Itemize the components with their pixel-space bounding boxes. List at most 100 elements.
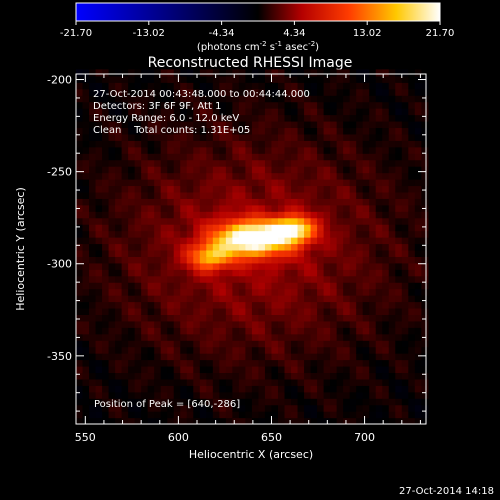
heatmap-cell [134,295,142,303]
heatmap-cell [264,108,273,116]
heatmap-cell [271,359,279,367]
heatmap-cell [297,256,305,264]
heatmap-cell [264,95,273,103]
heatmap-cell [271,237,279,245]
heatmap-cell [284,69,292,77]
heatmap-cell [232,217,240,225]
heatmap-cell [421,301,429,309]
heatmap-cell [225,224,233,232]
heatmap-cell [89,262,97,270]
heatmap-cell [206,95,214,103]
heatmap-cell [154,114,162,122]
heatmap-cell [167,340,175,348]
heatmap-cell [147,365,155,374]
heatmap-cell [102,204,110,212]
heatmap-cell [115,159,123,167]
heatmap-cell [375,301,383,309]
heatmap-cell [317,327,325,335]
heatmap-cell [408,127,416,135]
heatmap-cell [206,282,214,290]
heatmap-cell [115,262,123,270]
heatmap-cell [102,75,110,83]
heatmap-cell [141,166,149,174]
heatmap-cell [225,191,233,199]
heatmap-cell [128,340,136,348]
heatmap-cell [362,385,370,393]
heatmap-cell [349,120,357,129]
heatmap-cell [193,243,201,251]
heatmap-cell [212,340,220,348]
heatmap-cell [141,211,149,219]
heatmap-cell [219,327,227,335]
heatmap-cell [369,262,377,270]
heatmap-cell [264,179,273,187]
heatmap-cell [108,385,116,393]
heatmap-cell [238,198,247,206]
heatmap-cell [264,172,273,180]
heatmap-cell [102,179,110,187]
heatmap-cell [121,153,129,161]
heatmap-cell [160,230,168,238]
heatmap-cell [121,82,129,90]
heatmap-cell [369,237,377,245]
heatmap-cell [167,166,175,174]
heatmap-cell [186,411,194,419]
heatmap-cell [76,153,84,161]
heatmap-cell [330,282,338,290]
heatmap-cell [167,327,175,335]
heatmap-cell [147,282,155,290]
heatmap-cell [343,333,351,341]
heatmap-cell [251,82,260,90]
heatmap-cell [199,211,207,219]
heatmap-cell [264,237,273,245]
heatmap-cell [401,185,409,193]
heatmap-cell [388,172,396,180]
heatmap-cell [154,320,162,328]
heatmap-cell [271,140,279,148]
heatmap-cell [388,140,396,148]
heatmap-cell [375,120,383,129]
heatmap-cell [343,114,351,122]
heatmap-cell [134,320,142,328]
heatmap-cell [76,398,84,406]
heatmap-cell [264,398,273,406]
heatmap-cell [369,153,377,161]
heatmap-cell [180,153,188,161]
heatmap-cell [154,417,162,425]
heatmap-cell [291,346,299,354]
heatmap-cell [76,340,84,348]
heatmap-cell [388,262,396,270]
heatmap-cell [343,327,351,335]
heatmap-cell [89,127,97,135]
heatmap-cell [375,75,383,83]
heatmap-cell [232,133,240,141]
heatmap-cell [147,114,155,122]
heatmap-cell [310,249,318,257]
heatmap-cell [408,372,416,380]
heatmap-cell [369,185,377,193]
heatmap-cell [180,243,188,251]
heatmap-cell [199,295,207,303]
heatmap-cell [310,372,318,380]
heatmap-cell [186,340,194,348]
heatmap-cell [330,365,338,374]
heatmap-cell [186,204,194,212]
heatmap-cell [323,82,331,90]
heatmap-cell [141,385,149,393]
heatmap-cell [160,140,168,148]
heatmap-cell [89,340,97,348]
heatmap-cell [251,133,260,141]
heatmap-cell [115,301,123,309]
heatmap-cell [297,243,305,251]
heatmap-cell [356,217,364,225]
heatmap-cell [349,159,357,167]
heatmap-cell [264,224,273,232]
heatmap-cell [317,224,325,232]
heatmap-cell [232,249,240,257]
heatmap-cell [141,398,149,406]
heatmap-cell [395,166,403,174]
heatmap-cell [154,101,162,109]
heatmap-cell [121,262,129,270]
heatmap-cell [206,159,214,167]
heatmap-cell [408,120,416,129]
